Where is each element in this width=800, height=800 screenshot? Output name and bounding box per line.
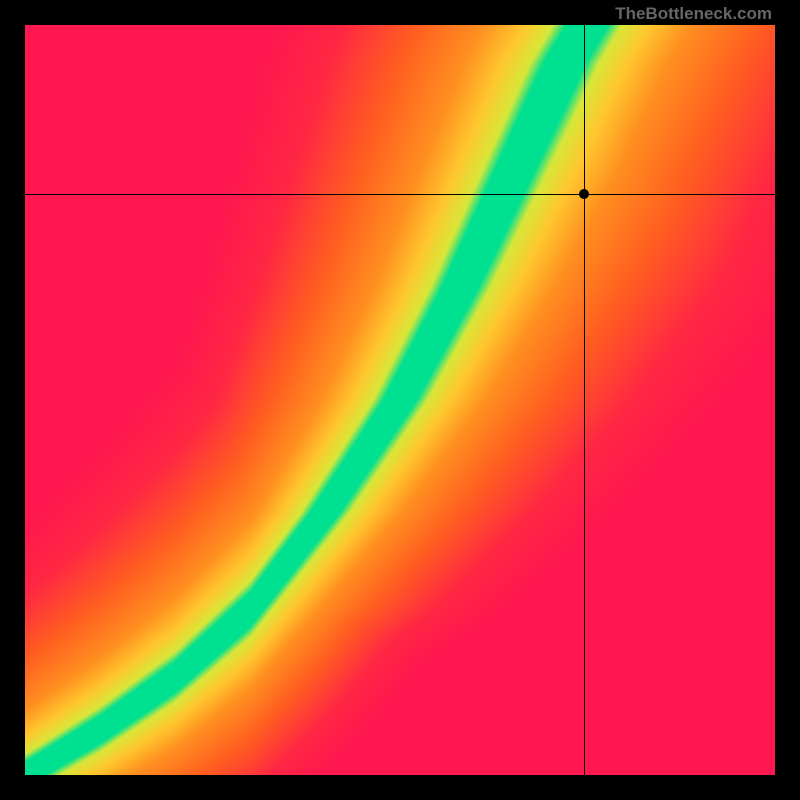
watermark-text: TheBottleneck.com xyxy=(615,4,772,24)
heatmap-canvas xyxy=(25,25,775,775)
crosshair-marker xyxy=(579,189,589,199)
crosshair-vertical xyxy=(584,25,585,775)
heatmap-plot xyxy=(25,25,775,775)
crosshair-horizontal xyxy=(25,194,775,195)
